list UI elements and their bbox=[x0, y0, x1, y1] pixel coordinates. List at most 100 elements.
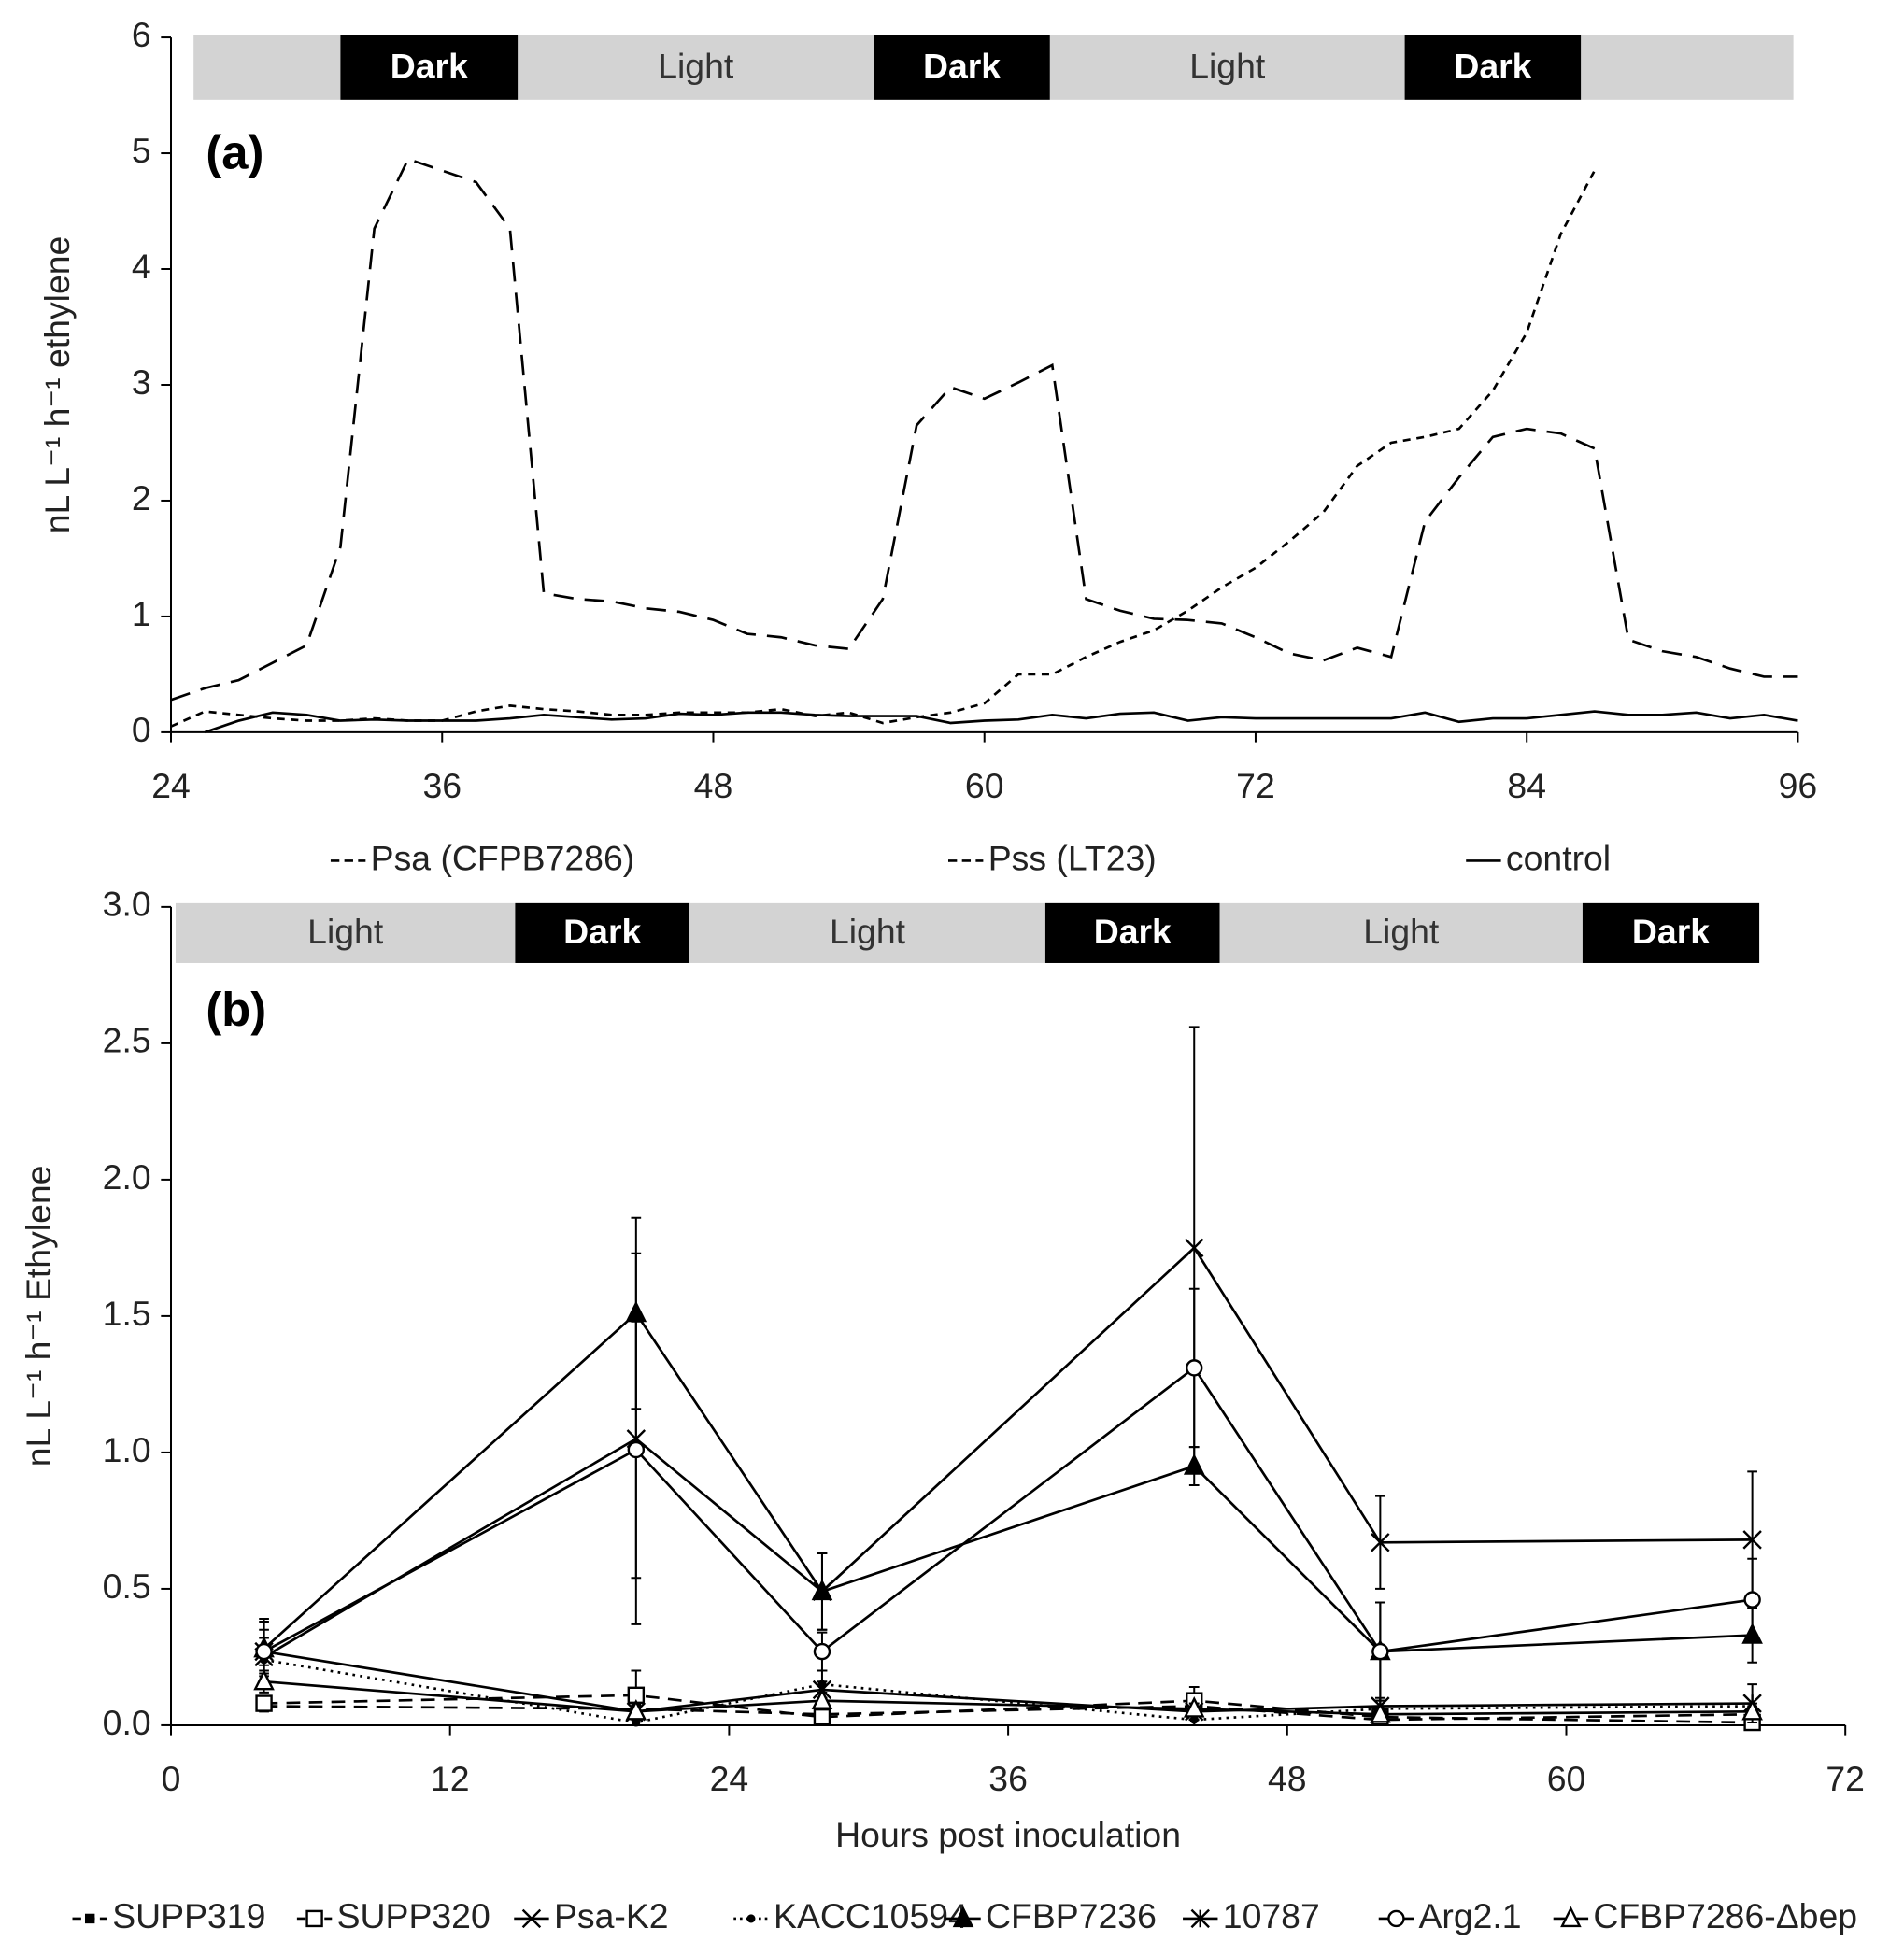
marker-shape bbox=[1742, 1530, 1762, 1550]
panel-label: (b) bbox=[206, 983, 266, 1036]
period-label: Light bbox=[830, 912, 906, 951]
marker-shape bbox=[1183, 1453, 1205, 1475]
x-tick-label: 96 bbox=[1779, 766, 1818, 805]
marker bbox=[305, 1909, 323, 1928]
series-line bbox=[263, 1650, 1753, 1713]
marker-shape bbox=[1371, 1533, 1390, 1552]
x-tick-label: 0 bbox=[162, 1759, 181, 1798]
marker bbox=[625, 1300, 647, 1323]
period-label: Light bbox=[1189, 46, 1266, 85]
marker bbox=[1183, 1453, 1205, 1475]
period-band bbox=[689, 902, 1045, 963]
x-tick-label: 60 bbox=[1547, 1759, 1586, 1798]
marker-shape bbox=[813, 1642, 831, 1661]
x-tick-label: 12 bbox=[431, 1759, 470, 1798]
period-label: Dark bbox=[1454, 46, 1531, 85]
y-axis-title: nL L⁻¹ h⁻¹ Ethylene bbox=[19, 1166, 58, 1467]
legend-label: 10787 bbox=[1223, 1896, 1320, 1935]
marker-shape bbox=[811, 1579, 833, 1601]
marker-shape bbox=[1560, 1906, 1582, 1928]
marker-shape bbox=[521, 1908, 542, 1929]
series-line bbox=[263, 1694, 1753, 1724]
period-band bbox=[175, 902, 516, 963]
series-line bbox=[263, 1245, 1753, 1659]
y-tick-label: 6 bbox=[132, 15, 151, 54]
period-label: Dark bbox=[391, 46, 468, 85]
x-tick-label: 60 bbox=[965, 766, 1004, 805]
period-band bbox=[874, 35, 1050, 100]
legend-label: Psa-K2 bbox=[554, 1896, 669, 1935]
marker-shape bbox=[1370, 1701, 1391, 1723]
period-label: Light bbox=[1363, 912, 1440, 951]
marker-shape bbox=[1190, 1908, 1210, 1929]
y-axis-title: nL L⁻¹ h⁻¹ ethylene bbox=[37, 236, 77, 534]
period-band bbox=[1404, 35, 1582, 100]
marker bbox=[1186, 1359, 1203, 1377]
marker bbox=[84, 1913, 95, 1924]
marker bbox=[811, 1579, 833, 1601]
marker-shape bbox=[255, 1642, 273, 1661]
y-tick-label: 0 bbox=[132, 710, 151, 749]
marker-shape bbox=[811, 1688, 833, 1709]
legend-label: Psa (CFPB7286) bbox=[371, 838, 635, 877]
legend-label: SUPP320 bbox=[337, 1896, 490, 1935]
period-band bbox=[1044, 902, 1220, 963]
marker bbox=[1371, 1642, 1389, 1661]
marker bbox=[811, 1688, 833, 1709]
marker-shape bbox=[1371, 1642, 1389, 1661]
marker bbox=[813, 1708, 831, 1726]
marker bbox=[813, 1642, 831, 1661]
series-line bbox=[170, 170, 1596, 728]
marker bbox=[625, 1698, 647, 1721]
marker bbox=[255, 1642, 273, 1661]
marker bbox=[1190, 1908, 1210, 1929]
x-tick-label: 24 bbox=[151, 766, 191, 805]
y-tick-label: 5 bbox=[132, 131, 151, 170]
marker bbox=[1387, 1909, 1405, 1928]
period-band bbox=[193, 35, 341, 100]
period-label: Dark bbox=[1094, 912, 1172, 951]
period-label: Light bbox=[658, 46, 734, 85]
y-tick-label: 2 bbox=[132, 478, 151, 517]
marker bbox=[255, 1694, 273, 1712]
legend-label: CFBP7236 bbox=[986, 1896, 1157, 1935]
x-tick-label: 24 bbox=[710, 1759, 749, 1798]
x-tick-label: 72 bbox=[1826, 1759, 1865, 1798]
marker-shape bbox=[255, 1694, 273, 1712]
marker-shape bbox=[625, 1300, 647, 1323]
y-tick-label: 0.0 bbox=[103, 1703, 151, 1742]
series-line bbox=[263, 1680, 1753, 1716]
period-band bbox=[1219, 902, 1583, 963]
marker bbox=[1371, 1533, 1390, 1552]
panel-label: (a) bbox=[206, 125, 263, 178]
x-tick-label: 84 bbox=[1507, 766, 1546, 805]
marker bbox=[1742, 1530, 1762, 1550]
marker-shape bbox=[1743, 1591, 1761, 1609]
legend-label: control bbox=[1506, 838, 1611, 877]
marker bbox=[1185, 1238, 1204, 1258]
marker-shape bbox=[1186, 1359, 1203, 1377]
marker-shape bbox=[305, 1909, 323, 1928]
period-band bbox=[1049, 35, 1405, 100]
series-line bbox=[263, 1366, 1753, 1653]
marker-shape bbox=[813, 1708, 831, 1726]
y-tick-label: 2.5 bbox=[103, 1021, 151, 1060]
marker bbox=[952, 1906, 974, 1928]
x-tick-label: 72 bbox=[1236, 766, 1275, 805]
y-tick-label: 3 bbox=[132, 362, 151, 402]
series-line bbox=[170, 157, 1798, 702]
marker-shape bbox=[1183, 1696, 1205, 1718]
y-tick-label: 1.5 bbox=[103, 1294, 151, 1333]
marker bbox=[746, 1914, 756, 1923]
x-tick-label: 36 bbox=[988, 1759, 1028, 1798]
x-tick-label: 36 bbox=[422, 766, 462, 805]
series-line bbox=[263, 1311, 1753, 1653]
marker-shape bbox=[1741, 1698, 1763, 1721]
marker bbox=[1560, 1906, 1582, 1928]
period-label: Dark bbox=[923, 46, 1001, 85]
period-label: Dark bbox=[1632, 912, 1710, 951]
period-band bbox=[1581, 35, 1794, 100]
marker-shape bbox=[746, 1914, 756, 1923]
y-tick-label: 2.0 bbox=[103, 1157, 151, 1197]
